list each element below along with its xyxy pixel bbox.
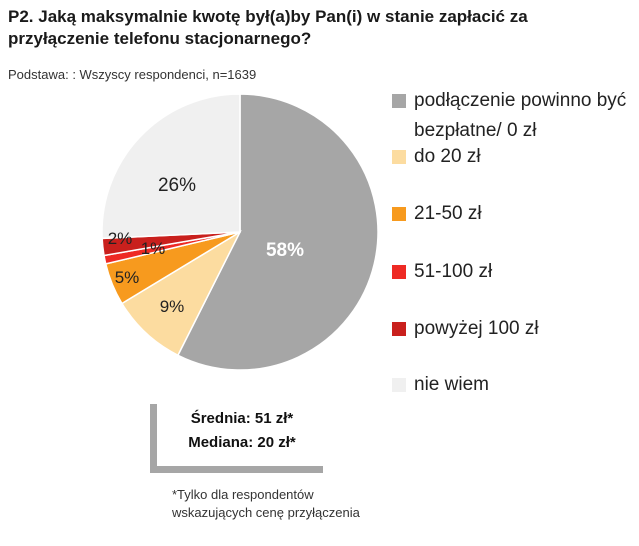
legend-swatch — [392, 94, 406, 108]
pie-slice-label: 9% — [160, 297, 185, 316]
legend-label: 51-100 zł — [414, 261, 493, 282]
legend-label: nie wiem — [414, 374, 489, 395]
chart-title: P2. Jaką maksymalnie kwotę był(a)by Pan(… — [8, 7, 528, 48]
pie-slice-label: 26% — [158, 175, 196, 196]
footnote-line: *Tylko dla respondentów — [172, 487, 314, 502]
footnote: *Tylko dla respondentów wskazujących cen… — [172, 486, 432, 522]
footnote-line: wskazujących cenę przyłączenia — [172, 505, 360, 520]
legend-swatch — [392, 265, 406, 279]
pie-slice-label: 2% — [108, 229, 133, 248]
legend-label: 21-50 zł — [414, 203, 482, 224]
legend-label: powyżej 100 zł — [414, 318, 539, 339]
pie-slice — [176, 93, 379, 371]
pie-slice-label: 58% — [266, 240, 304, 261]
stats-bracket: Średnia: 51 zł* Mediana: 20 zł* — [150, 404, 323, 473]
legend-swatch — [392, 322, 406, 336]
legend-label: do 20 zł — [414, 146, 481, 167]
median-stat: Mediana: 20 zł* — [188, 434, 296, 451]
legend-swatch — [392, 207, 406, 221]
legend-label: podłączenie powinno być bezpłatne/ 0 zł — [414, 90, 627, 141]
mean-stat: Średnia: 51 zł* — [190, 410, 294, 427]
legend-swatch — [392, 150, 406, 164]
pie-slice-label: 5% — [115, 268, 140, 287]
legend-swatch — [392, 378, 406, 392]
pie-slice — [101, 93, 241, 240]
chart-subtitle: Podstawa: : Wszyscy respondenci, n=1639 — [8, 67, 257, 82]
pie-slice-label: 1% — [141, 239, 166, 258]
